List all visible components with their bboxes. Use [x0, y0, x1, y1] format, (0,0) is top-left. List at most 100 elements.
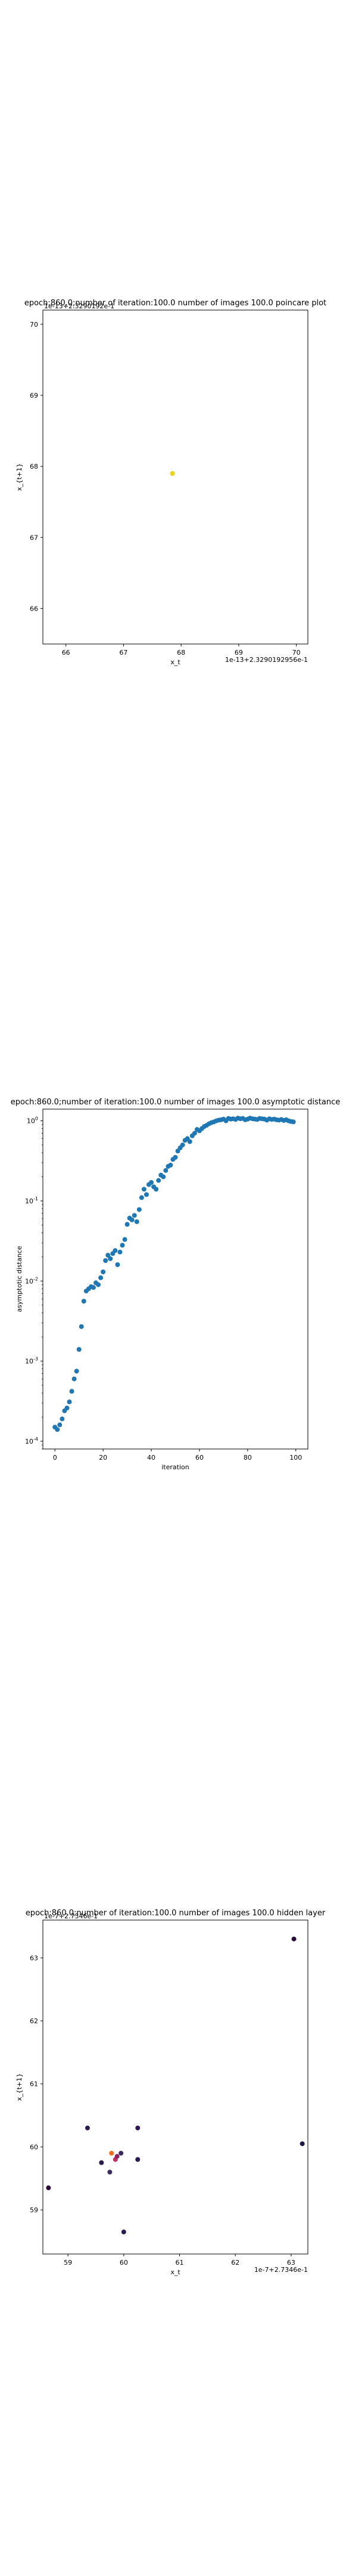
hidden-layer-plot: epoch:860.0;number of iteration:100.0 nu… — [15, 1909, 326, 2276]
y-tick-label: 69 — [30, 392, 38, 400]
plot-frame — [42, 309, 308, 645]
data-point — [122, 1237, 127, 1242]
data-point — [60, 1416, 65, 1422]
x-tick-label: 67 — [119, 649, 127, 657]
y-tick-label: 61 — [30, 2080, 38, 2088]
x-offset-label: 1e-13+2.3290192956e-1 — [225, 656, 308, 664]
data-point — [144, 1192, 149, 1197]
data-point — [91, 1285, 96, 1290]
chart-title: epoch:860.0;number of iteration:100.0 nu… — [24, 299, 326, 308]
data-point — [107, 2169, 113, 2175]
plot-frame — [42, 1109, 308, 1450]
x-tick-label: 0 — [53, 1454, 57, 1462]
x-tick-label: 68 — [177, 649, 185, 657]
data-point — [67, 1399, 72, 1404]
y-tick-label: 62 — [30, 2017, 38, 2025]
y-axis-label: x_{t+1} — [15, 2073, 23, 2101]
poincare-plot: epoch:860.0;number of iteration:100.0 nu… — [15, 299, 326, 666]
x-tick-label: 62 — [231, 2259, 239, 2267]
data-point — [180, 1143, 185, 1148]
x-tick-label: 60 — [195, 1454, 204, 1462]
x-tick-label: 69 — [235, 649, 243, 657]
data-point — [139, 1195, 144, 1200]
data-point — [74, 1368, 79, 1374]
data-point — [64, 1405, 70, 1411]
x-tick-label: 59 — [64, 2259, 72, 2267]
data-point — [57, 1422, 63, 1428]
data-point — [115, 1262, 120, 1267]
data-point — [170, 471, 175, 476]
x-tick-label: 63 — [287, 2259, 295, 2267]
x-offset-label: 1e-7+2.7346e-1 — [254, 2266, 308, 2274]
data-point — [79, 1324, 84, 1329]
data-point — [46, 2185, 51, 2191]
data-point — [120, 1243, 125, 1248]
data-point — [161, 1174, 166, 1179]
data-point — [129, 1217, 135, 1222]
data-point — [121, 2230, 126, 2235]
data-point — [109, 2150, 114, 2156]
chart-title: epoch:860.0;number of iteration:100.0 nu… — [26, 1909, 326, 1918]
x-axis-label: iteration — [161, 1463, 189, 1471]
data-point — [124, 1222, 130, 1227]
data-point — [135, 2125, 141, 2131]
data-point — [108, 1256, 113, 1261]
x-tick-label: 20 — [99, 1454, 107, 1462]
data-point — [154, 1187, 159, 1192]
data-point — [135, 2157, 141, 2162]
x-tick-label: 60 — [120, 2259, 128, 2267]
data-point — [113, 1248, 118, 1253]
x-axis-label: x_t — [170, 658, 180, 666]
data-point — [163, 1168, 169, 1173]
y-tick-label: 59 — [30, 2206, 38, 2214]
chart-title: epoch:860.0;number of iteration:100.0 nu… — [11, 1098, 341, 1107]
data-point — [69, 1389, 74, 1394]
x-tick-label: 70 — [292, 649, 301, 657]
data-point — [173, 1154, 178, 1160]
x-tick-label: 61 — [176, 2259, 184, 2267]
data-point — [149, 1180, 154, 1185]
data-point — [291, 1936, 297, 1942]
x-tick-label: 80 — [244, 1454, 252, 1462]
data-point — [55, 1427, 60, 1432]
y-tick-label: 70 — [30, 321, 38, 329]
data-point — [76, 1347, 82, 1352]
data-point — [291, 1119, 296, 1125]
overlay-offset-text: 1e-7+2.7346e-1 — [44, 1912, 98, 1920]
y-tick-label: 66 — [30, 605, 38, 612]
data-point — [136, 1207, 142, 1212]
x-tick-label: 100 — [289, 1454, 302, 1462]
data-point — [85, 2125, 90, 2131]
x-axis-label: x_t — [170, 2268, 180, 2276]
data-point — [168, 1162, 173, 1168]
y-tick-label: 60 — [30, 2143, 38, 2151]
data-point — [134, 1219, 139, 1224]
y-axis-label: x_{t+1} — [15, 463, 23, 491]
x-tick-label: 66 — [62, 649, 70, 657]
y-tick-label: 63 — [30, 1954, 38, 1962]
plot-frame — [42, 1919, 308, 2255]
data-point — [156, 1178, 161, 1183]
overlay-offset-text: 1e-13+2.3290192e-1 — [44, 302, 114, 310]
data-point — [192, 1131, 197, 1136]
data-point — [103, 1258, 108, 1264]
data-point — [96, 1282, 101, 1287]
y-axis-label: asymptotic distance — [15, 1246, 23, 1312]
data-point — [117, 1249, 123, 1255]
data-point — [114, 2154, 120, 2159]
data-point — [101, 1269, 106, 1274]
data-point — [119, 2150, 124, 2156]
data-point — [187, 1139, 192, 1144]
data-point — [132, 1213, 137, 1218]
data-point — [141, 1187, 146, 1192]
data-point — [81, 1299, 86, 1304]
y-tick-label: 67 — [30, 534, 38, 541]
data-point — [105, 1253, 111, 1258]
data-point — [300, 2141, 305, 2147]
x-tick-label: 40 — [147, 1454, 155, 1462]
asymptotic-distance-plot: epoch:860.0;number of iteration:100.0 nu… — [11, 1098, 341, 1471]
data-point — [99, 2160, 104, 2165]
y-tick-label: 68 — [30, 463, 38, 470]
